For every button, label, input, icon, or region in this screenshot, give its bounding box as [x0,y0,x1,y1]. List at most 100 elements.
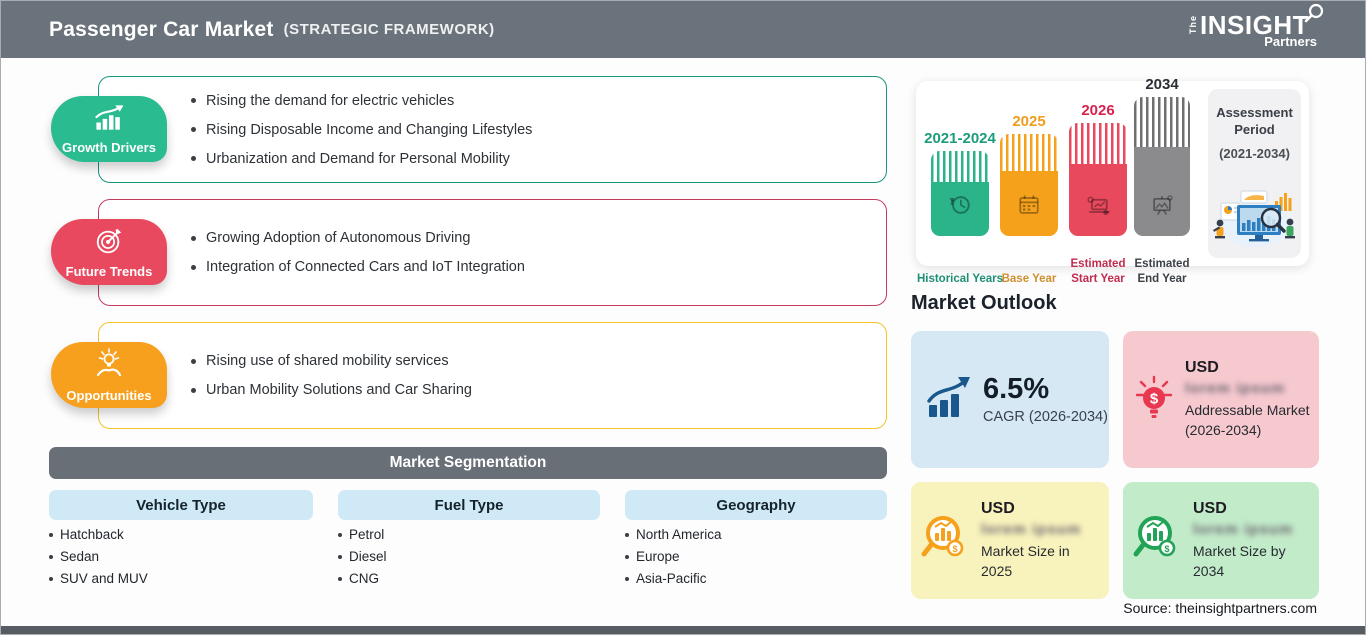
bullet-dot-icon [191,127,196,132]
bar-stripe-pattern [1000,134,1058,171]
geography-header: Geography [625,490,887,520]
svg-text:$: $ [952,544,957,554]
geography-list: North America Europe Asia-Pacific [625,527,722,586]
assessment-period-range: (2021-2034) [1219,145,1290,161]
future-trend-bullet: Integration of Connected Cars and IoT In… [191,259,886,275]
bulb-dollar-icon: $ [1131,371,1177,428]
insight-partners-logo: The INSIGHT Partners [1188,3,1331,49]
base-year-value: 2025 [1012,113,1046,130]
market-segmentation-bar: Market Segmentation [49,447,887,479]
research-timeline-card: 2021-2024 2025 2026 2034 [916,76,1309,285]
hand-bulb-icon [93,347,125,385]
currency-label: USD [981,499,1015,517]
svg-text:$: $ [1150,391,1159,408]
laptop-chart-icon [1084,191,1112,224]
calendar-icon [1015,191,1043,224]
header-bar: Passenger Car Market (STRATEGIC FRAMEWOR… [1,1,1365,58]
bullet-dot-icon [49,532,53,537]
estimated-end-year-label: Estimated End Year [1134,258,1190,285]
market-size-2025-card: $ USD lorem ipsum Market Size in 2025 [911,482,1109,599]
vehicle-type-header: Vehicle Type [49,490,313,520]
bullet-dot-icon [191,235,196,241]
redacted-value: lorem ipsum [1185,379,1286,397]
vehicle-type-list: Hatchback Sedan SUV and MUV [49,527,148,586]
bullet-dot-icon [191,98,196,103]
list-item: Asia-Pacific [625,571,722,586]
footer-strip [1,626,1365,634]
future-trend-bullet: Growing Adoption of Autonomous Driving [191,230,886,246]
currency-label: USD [1185,358,1219,376]
estimated-end-year-value: 2034 [1145,76,1179,93]
fuel-type-header: Fuel Type [338,490,600,520]
bar-stripe-pattern [1134,97,1190,148]
bar-stripe-pattern [1069,123,1127,164]
growth-chart-icon [91,104,127,137]
base-year-label: Base Year [1001,272,1057,285]
future-trends-panel: Growing Adoption of Autonomous Driving I… [98,199,887,306]
market-outlook-title: Market Outlook [911,292,1057,314]
bullet-dot-icon [625,576,629,581]
cagr-card: 6.5% CAGR (2026-2034) [911,331,1109,468]
analysts-illustration [1211,185,1298,254]
source-attribution: Source: theinsightpartners.com [1123,600,1317,616]
list-item: CNG [338,571,387,586]
bullet-dot-icon [625,532,629,537]
bullet-dot-icon [191,156,196,161]
opportunity-bullet: Urban Mobility Solutions and Car Sharing [191,382,886,398]
opportunities-label: Opportunities [66,387,152,403]
history-clock-icon [946,191,974,224]
future-trends-badge: Future Trends [51,219,167,285]
assessment-period-panel: Assessment Period (2021-2034) [1208,89,1301,258]
list-item: Diesel [338,549,387,564]
growth-driver-bullet: Rising Disposable Income and Changing Li… [191,122,886,138]
assessment-period-title: Assessment Period [1216,105,1293,137]
redacted-value: lorem ipsum [1193,520,1294,538]
page-subtitle: (STRATEGIC FRAMEWORK) [283,21,495,38]
addressable-market-label: Addressable Market (2026-2034) [1185,401,1310,438]
future-trends-label: Future Trends [65,263,153,279]
estimated-end-year-bar [1134,97,1190,236]
bullet-dot-icon [49,576,53,581]
logo-the-text: The [1188,14,1199,34]
market-size-2025-label: Market Size in 2025 [981,542,1070,579]
list-item: SUV and MUV [49,571,148,586]
list-item: Hatchback [49,527,148,542]
cagr-label: CAGR (2026-2034) [983,408,1108,425]
market-size-2034-label: Market Size by 2034 [1193,542,1286,579]
page-title: Passenger Car Market [49,17,274,41]
growth-drivers-panel: Rising the demand for electric vehicles … [98,76,887,183]
estimated-start-year-label: Estimated Start Year [1070,258,1126,285]
historical-years-label: Historical Years [916,272,1004,285]
bullet-dot-icon [625,554,629,559]
list-item: Sedan [49,549,148,564]
growth-drivers-label: Growth Drivers [62,139,156,155]
presentation-board-icon [1148,191,1176,224]
opportunities-panel: Rising use of shared mobility services U… [98,322,887,429]
bullet-dot-icon [191,358,196,364]
logo-partners-text: Partners [1264,33,1317,49]
bullet-dot-icon [191,387,196,393]
opportunity-bullet: Rising use of shared mobility services [191,353,886,369]
addressable-market-card: $ USD lorem ipsum Addressable Market (20… [1123,331,1319,468]
magnifier-chart-icon: $ [919,511,973,570]
list-item: Petrol [338,527,387,542]
list-item: Europe [625,549,722,564]
currency-label: USD [1193,499,1227,517]
growth-bars-arrow-icon [925,375,973,424]
historical-years-value: 2021-2024 [924,130,996,147]
estimated-start-year-value: 2026 [1081,102,1115,119]
bullet-dot-icon [338,532,342,537]
logo-insight-text: INSIGHT [1200,9,1309,40]
bullet-dot-icon [49,554,53,559]
list-item: North America [625,527,722,542]
bullet-dot-icon [338,576,342,581]
growth-driver-bullet: Rising the demand for electric vehicles [191,93,886,109]
growth-drivers-badge: Growth Drivers [51,96,167,162]
target-dart-icon [94,226,124,261]
magnifier-chart-icon: $ [1131,511,1185,570]
base-year-bar [1000,134,1058,236]
bullet-dot-icon [338,554,342,559]
fuel-type-list: Petrol Diesel CNG [338,527,387,586]
bar-stripe-pattern [931,151,989,182]
